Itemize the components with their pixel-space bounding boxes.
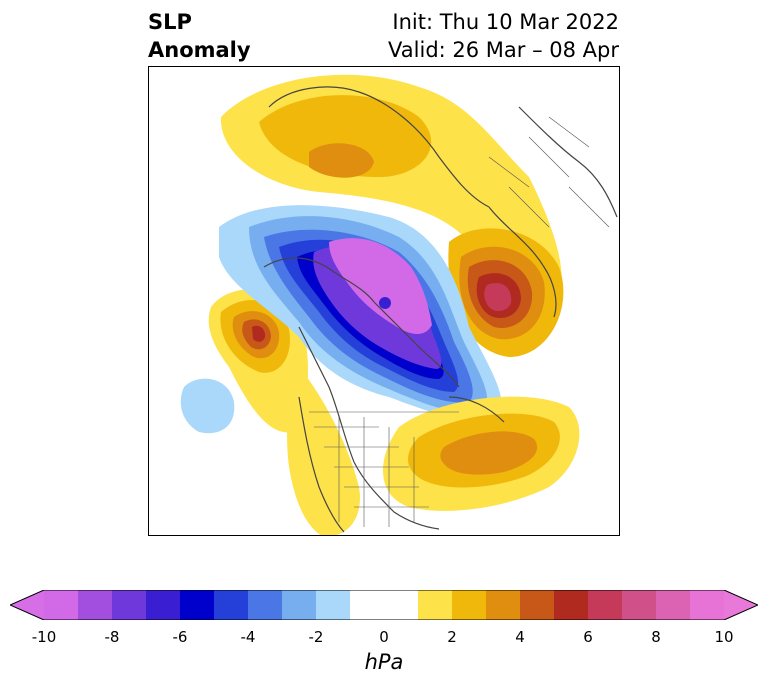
colorbar-tick-label: -10 [31, 628, 57, 646]
atlantic-high-core [440, 431, 538, 475]
colorbar-over-arrow [724, 590, 758, 620]
colorbar-bin [384, 590, 419, 620]
arctic-low-eye [379, 297, 391, 309]
map-subtitle: Init: Thu 10 Mar 2022 Valid: 26 Mar – 08… [388, 8, 619, 64]
colorbar-bin [520, 590, 555, 620]
colorbar-bin [690, 590, 725, 620]
colorbar-bin [316, 590, 351, 620]
eurasia-high-mid [259, 95, 432, 177]
colorbar-bin [248, 590, 283, 620]
valid-date: Valid: 26 Mar – 08 Apr [388, 38, 619, 62]
colorbar-bin [656, 590, 691, 620]
map-title: SLP Anomaly [148, 8, 251, 64]
colorbar-bins [10, 590, 758, 620]
colorbar [10, 590, 758, 620]
colorbar-tick-label: 6 [583, 628, 593, 646]
colorbar-bin [418, 590, 453, 620]
colorbar-tick-label: 2 [447, 628, 457, 646]
colorbar-bin [112, 590, 147, 620]
init-date: Init: Thu 10 Mar 2022 [392, 10, 619, 34]
colorbar-bin [452, 590, 487, 620]
colorbar-bin [44, 590, 79, 620]
colorbar-bin [78, 590, 113, 620]
colorbar-tick-label: 0 [379, 628, 389, 646]
map-panel [148, 66, 620, 536]
eurasia-high-core [309, 143, 374, 178]
colorbar-tick-label: -8 [104, 628, 120, 646]
colorbar-bin [486, 590, 521, 620]
colorbar-tick-label: -4 [240, 628, 256, 646]
pacific-low [180, 378, 235, 434]
scandinavia-high-peak [484, 283, 512, 312]
colorbar-bin [180, 590, 215, 620]
pacific-high-peak [252, 325, 266, 342]
colorbar-bin [146, 590, 181, 620]
colorbar-tick-label: 4 [515, 628, 525, 646]
colorbar-tick-label: 8 [651, 628, 661, 646]
us-positive-band [287, 367, 360, 535]
title-line-2: Anomaly [148, 38, 251, 62]
colorbar-bin [554, 590, 589, 620]
colorbar-unit-label: hPa [364, 650, 404, 674]
colorbar-tick-label: -6 [172, 628, 188, 646]
colorbar-bin [588, 590, 623, 620]
anomaly-fill [180, 74, 580, 535]
colorbar-bin [282, 590, 317, 620]
colorbar-bin [350, 590, 385, 620]
arctic-low-inner [329, 238, 432, 335]
anomaly-map [180, 74, 618, 535]
colorbar-tick-label: 10 [714, 628, 734, 646]
colorbar-tick-label: -2 [308, 628, 324, 646]
borders [309, 116, 610, 527]
title-line-1: SLP [148, 10, 192, 34]
colorbar-bin [214, 590, 249, 620]
colorbar-under-arrow [10, 590, 44, 620]
colorbar-bin [622, 590, 657, 620]
coastlines [263, 86, 618, 533]
